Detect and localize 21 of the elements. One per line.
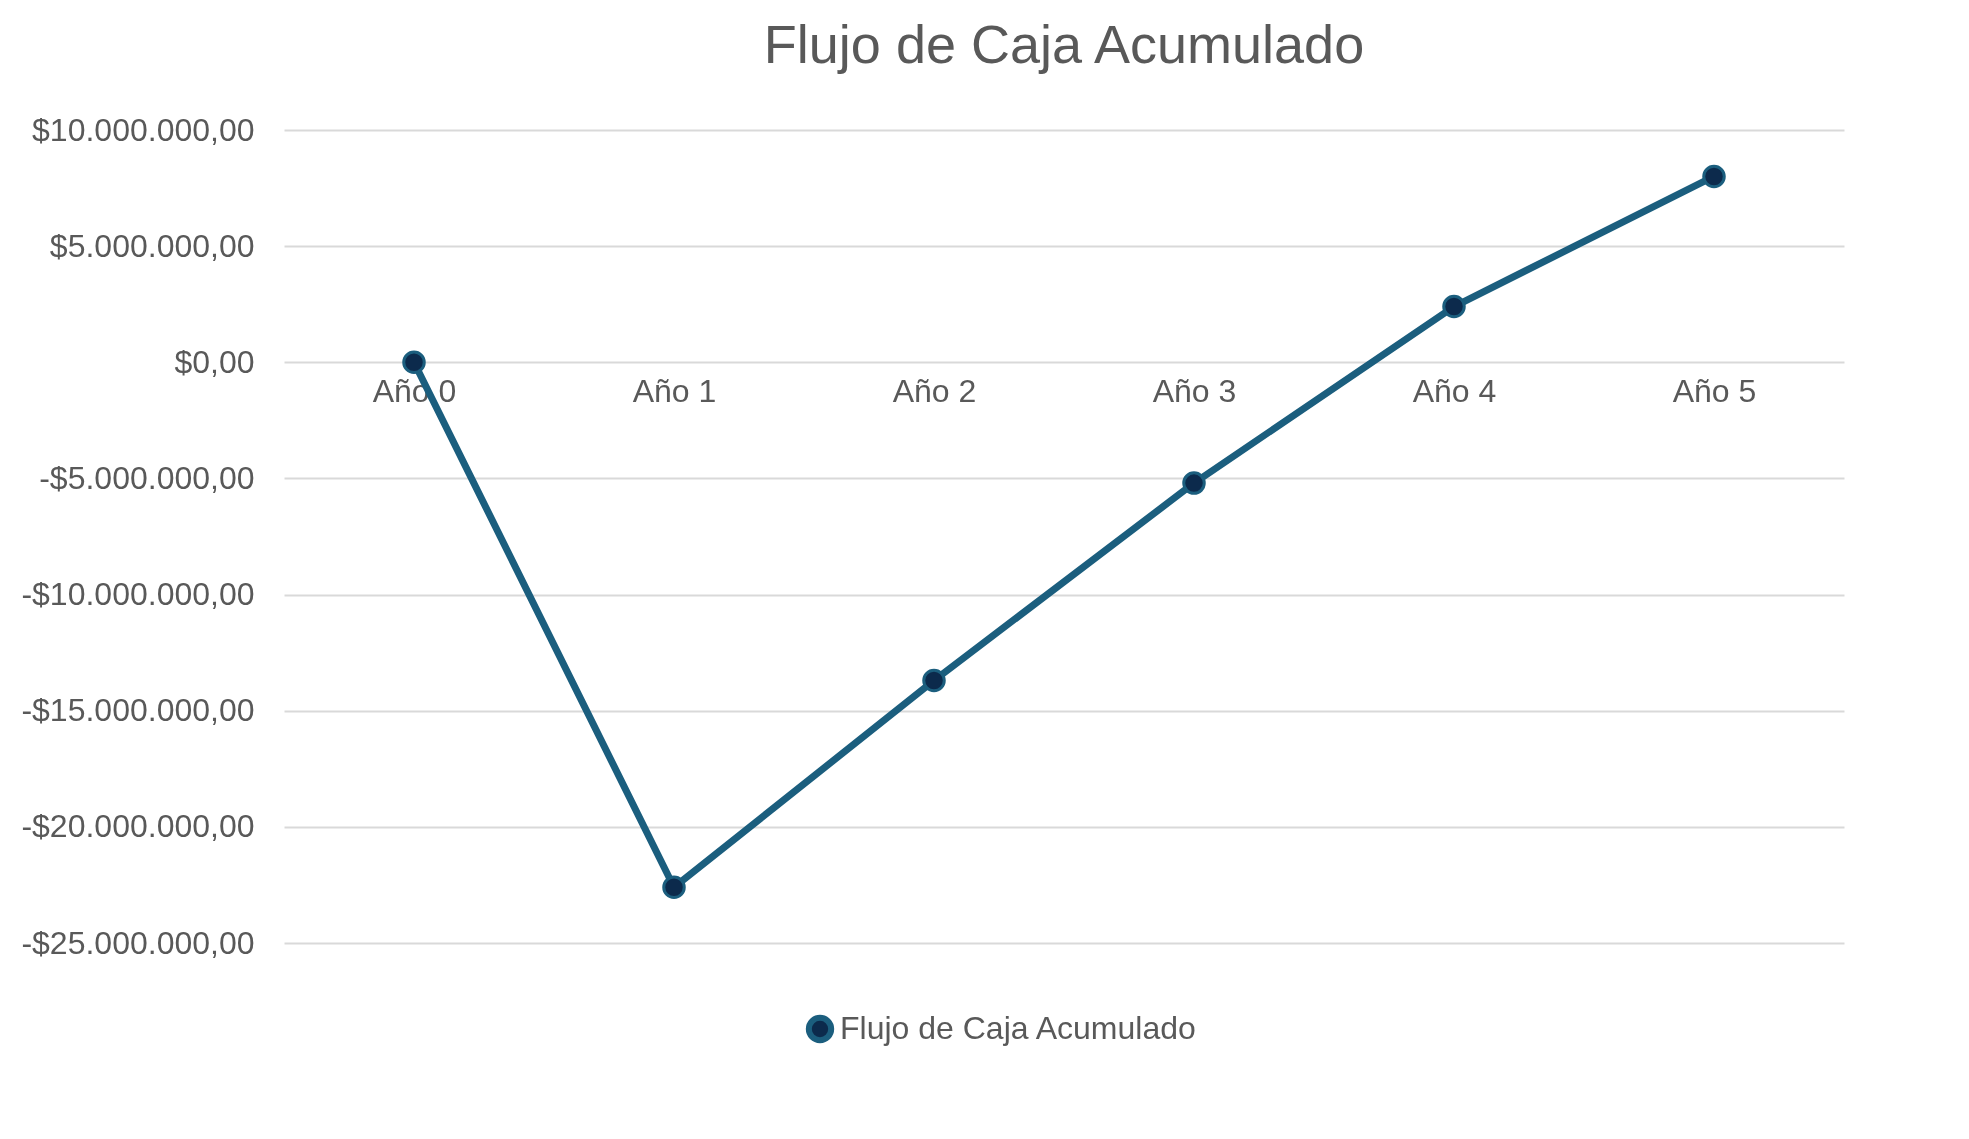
- point: [662, 875, 686, 899]
- x-tick-label: Año 3: [1152, 372, 1237, 409]
- point: [1702, 164, 1726, 189]
- x-tick-label: Año 4: [1412, 372, 1497, 409]
- y-tick-label: $5.000.000,00: [49, 227, 255, 264]
- y-tick-label: -$5.000.000,00: [39, 459, 255, 496]
- chart-title: Flujo de Caja Acumulado: [763, 14, 1365, 74]
- y-tick-label: -$15.000.000,00: [21, 692, 255, 729]
- x-tick-label: Año 1: [632, 372, 717, 409]
- x-tick-label: Año 2: [892, 372, 977, 409]
- legend-label: Flujo de Caja Acumulado: [840, 1010, 1196, 1046]
- y-tick-label: -$20.000.000,00: [21, 808, 255, 845]
- y-tick-label: -$25.000.000,00: [21, 924, 255, 961]
- y-tick-label: $10.000.000,00: [32, 111, 255, 148]
- point: [1182, 471, 1206, 495]
- point: [402, 350, 426, 375]
- y-tick-label: $0,00: [174, 343, 255, 380]
- point: [922, 668, 946, 693]
- x-tick-label: Año 5: [1672, 372, 1757, 409]
- y-tick-label: -$10.000.000,00: [21, 576, 255, 613]
- point: [1442, 294, 1466, 319]
